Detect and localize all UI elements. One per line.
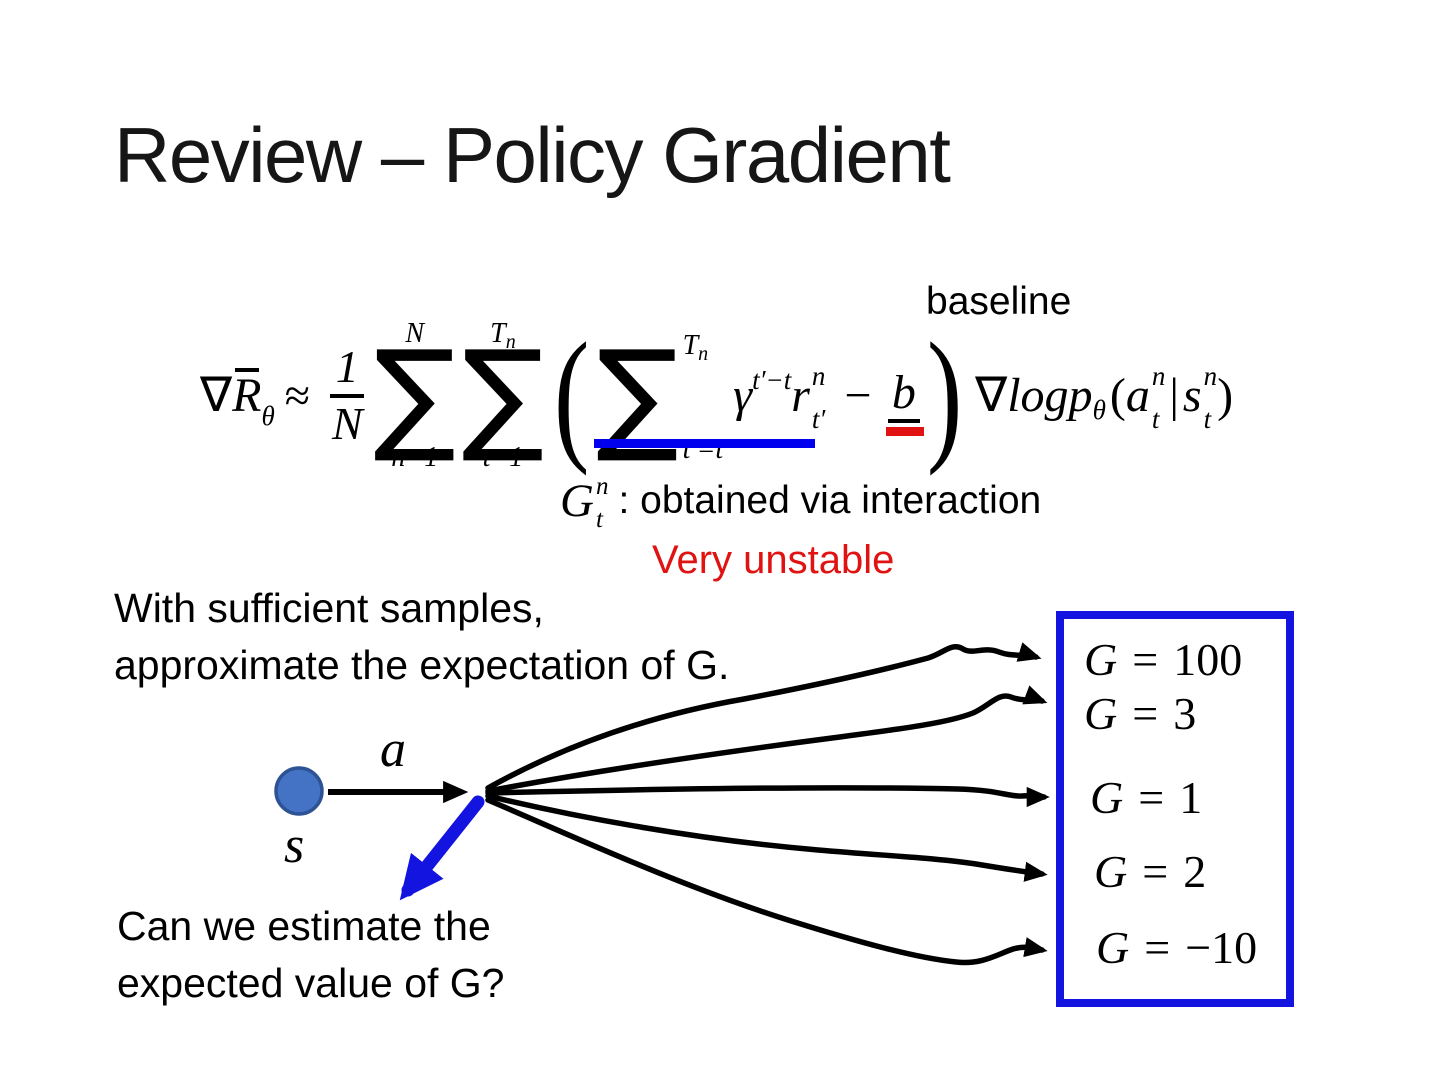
very-unstable-warning: Very unstable: [652, 538, 895, 582]
reward-scripts: n t′: [812, 363, 826, 433]
action-label: a: [380, 721, 406, 778]
theta-subscript: θ: [261, 401, 275, 431]
inner-sum: ∑ Tn t′=t: [596, 324, 723, 467]
gamma-symbol: γ: [733, 369, 753, 422]
return-term-underlined-blue: ∑ Tn t′=t γt′−t r n t′: [594, 324, 826, 467]
gradient-lhs: ∇Rθ: [200, 368, 275, 430]
reward-term: r n t′: [791, 361, 826, 433]
log-policy: logp: [1007, 369, 1093, 422]
arg-close-paren: ): [1217, 369, 1234, 422]
sum-upper-limit: Tn: [490, 318, 516, 354]
estimate-arrow: [399, 795, 485, 901]
g-value-row: G = 100: [1084, 634, 1243, 685]
sum-upper-limit: Tn: [682, 330, 709, 366]
g-symbol: G: [560, 474, 594, 527]
g-value-row: G = 3: [1084, 688, 1197, 739]
g-obtained-note: G n t : obtained via interaction: [560, 472, 1042, 533]
gamma-exponent: t′−t: [752, 365, 792, 395]
reward-superscript: n: [811, 361, 826, 391]
question-line-1: Can we estimate the: [117, 903, 491, 949]
minus-sign: −: [841, 369, 874, 422]
sum-lower-limit: t=1: [482, 441, 524, 473]
arg-open-paren: (: [1109, 369, 1126, 422]
fraction-numerator: 1: [335, 341, 359, 393]
baseline-label: baseline: [926, 280, 1072, 323]
g-values-box: G = 100 G = 3 G = 1 G = 2 G = −10: [1056, 611, 1294, 1007]
baseline-b-term: b: [885, 369, 924, 436]
state-circle: [274, 766, 324, 816]
nabla-symbol: ∇: [200, 369, 233, 422]
fraction-bar: [330, 394, 365, 398]
trajectory-path-5: [485, 797, 1048, 966]
fraction-one-over-N: 1 N: [330, 341, 365, 449]
conditional-pipe: |: [1169, 369, 1179, 422]
theta-subscript: θ: [1092, 394, 1106, 425]
gamma-term: γt′−t: [733, 367, 791, 422]
state-symbol: s: [1182, 369, 1202, 422]
samples-text: With sufficient samples, approximate the…: [114, 580, 729, 693]
trajectory-path-1: [485, 642, 1042, 791]
trajectory-path-2: [485, 685, 1048, 794]
samples-line-2: approximate the expectation of G.: [114, 641, 730, 688]
open-paren: (: [553, 313, 590, 478]
sigma-symbol: ∑: [596, 324, 679, 467]
close-paren: ): [926, 313, 963, 478]
fraction-denominator: N: [331, 398, 363, 449]
g-value-row: G = 2: [1094, 846, 1207, 897]
sum-lower-limit: t′=t: [682, 433, 724, 465]
g-value-row: G = 1: [1090, 772, 1203, 823]
sum-lower-limit: n=1: [391, 441, 439, 473]
sum-upper-limit: N: [405, 318, 425, 350]
outer-sum-t: Tn ∑ t=1: [462, 320, 544, 471]
page-title: Review – Policy Gradient: [114, 111, 951, 199]
question-text: Can we estimate the expected value of G?: [117, 898, 504, 1011]
action-symbol: a: [1125, 369, 1150, 422]
reward-subscript: t′: [811, 404, 826, 434]
samples-line-1: With sufficient samples,: [114, 585, 544, 631]
g-scripts: n t: [595, 473, 609, 533]
policy-gradient-formula: ∇Rθ ≈ 1 N N ∑ n=1 Tn ∑ t=1 ( ∑ Tn t′=t γ…: [200, 296, 1233, 496]
r-bar: R: [232, 368, 262, 422]
trajectory-path-3: [485, 785, 1050, 808]
approx-symbol: ≈: [284, 370, 310, 421]
nabla-symbol: ∇: [975, 369, 1008, 422]
sigma-symbol: ∑: [373, 324, 456, 467]
state-label: s: [284, 817, 305, 874]
reward-symbol: r: [791, 369, 810, 422]
question-line-2: expected value of G?: [117, 959, 505, 1006]
grad-log-policy-term: ∇ logp θ(a n t | s n t): [975, 361, 1234, 434]
g-value-row: G = −10: [1096, 922, 1258, 973]
trajectory-path-4: [485, 793, 1048, 882]
sigma-symbol: ∑: [461, 324, 545, 467]
g-note-text: : obtained via interaction: [618, 479, 1042, 522]
outer-sum-n: N ∑ n=1: [374, 320, 456, 471]
